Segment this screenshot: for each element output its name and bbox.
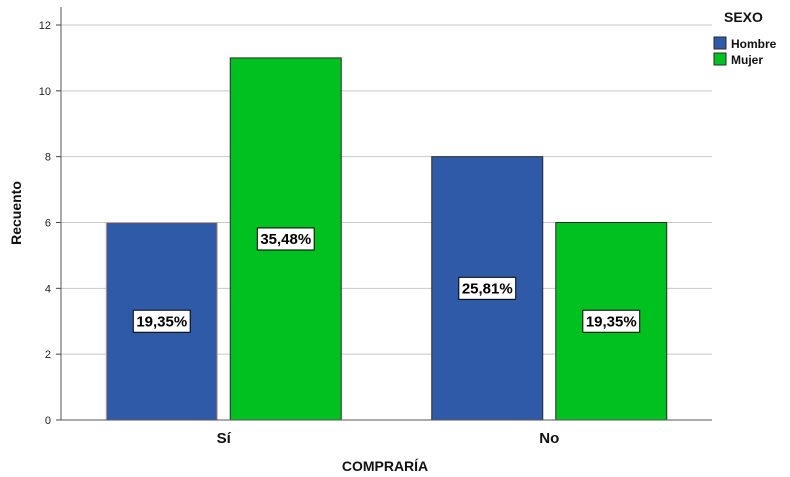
legend-items: Hombre Mujer — [713, 36, 777, 67]
data-label-box — [458, 276, 517, 300]
bars — [105, 57, 668, 421]
y-tick-labels: 0 2 4 6 8 10 12 — [39, 20, 61, 427]
y-tick-label: 6 — [45, 218, 51, 230]
data-label-box — [132, 309, 191, 333]
data-label: 35,48% — [260, 231, 311, 248]
legend: SEXO Hombre Mujer — [713, 9, 777, 67]
legend-label-hombre: Hombre — [731, 37, 777, 51]
data-label: 19,35% — [136, 313, 187, 330]
axes — [60, 7, 712, 421]
y-axis-title: Recuento — [8, 181, 24, 245]
y-tick-label: 4 — [45, 283, 51, 295]
legend-title: SEXO — [724, 9, 763, 25]
y-tick-label: 0 — [45, 415, 51, 427]
y-tick-label: 2 — [45, 349, 51, 361]
y-tick-label: 8 — [45, 152, 51, 164]
data-label: 19,35% — [586, 313, 637, 330]
legend-swatch-mujer — [713, 52, 727, 66]
data-label-box — [582, 309, 641, 333]
legend-swatch-hombre — [713, 36, 727, 50]
data-label-box — [256, 227, 315, 251]
legend-label-mujer: Mujer — [731, 53, 763, 67]
y-tick-label: 10 — [39, 86, 51, 98]
x-category-labels: Sí No — [217, 430, 560, 447]
x-axis-title: COMPRARÍA — [342, 458, 428, 474]
data-label: 25,81% — [462, 280, 513, 297]
data-labels: 19,35% 35,48% 25,81% 19,35% — [132, 227, 641, 333]
y-tick-label: 12 — [39, 20, 51, 32]
x-category-label: Sí — [217, 430, 232, 447]
x-category-label: No — [539, 430, 559, 447]
